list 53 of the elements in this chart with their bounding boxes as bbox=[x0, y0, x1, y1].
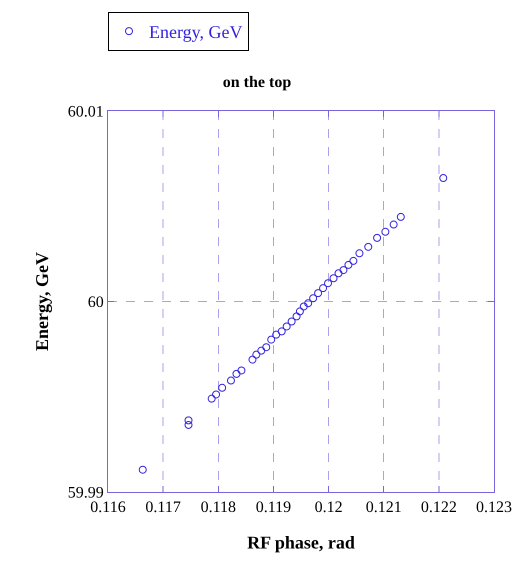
x-tick-label: 0.118 bbox=[200, 499, 236, 516]
point bbox=[257, 346, 266, 355]
point bbox=[304, 299, 312, 308]
point bbox=[232, 370, 240, 378]
x-tick-label: 0.121 bbox=[366, 499, 402, 516]
y-axis-title: Energy, GeV bbox=[32, 252, 52, 351]
point bbox=[278, 327, 286, 336]
point bbox=[349, 256, 358, 265]
point bbox=[288, 318, 296, 326]
point bbox=[334, 269, 342, 278]
x-tick-label: 0.12 bbox=[314, 499, 343, 516]
point bbox=[324, 279, 332, 288]
y-tick-label: 59.99 bbox=[68, 484, 104, 502]
point bbox=[296, 307, 304, 316]
point bbox=[292, 312, 301, 320]
point bbox=[282, 322, 291, 330]
chart-title: on the top bbox=[222, 74, 292, 92]
point bbox=[208, 394, 216, 403]
point bbox=[218, 384, 226, 392]
point bbox=[248, 356, 256, 364]
x-tick-label: 0.119 bbox=[256, 499, 292, 516]
point bbox=[373, 234, 382, 242]
point bbox=[252, 350, 260, 359]
x-tick-label: 0.116 bbox=[90, 499, 126, 516]
point bbox=[300, 302, 308, 310]
point bbox=[439, 174, 448, 182]
point bbox=[272, 330, 280, 339]
point bbox=[309, 294, 318, 302]
point bbox=[339, 266, 348, 274]
y-tick-label: 60 bbox=[88, 294, 104, 312]
point bbox=[262, 343, 270, 352]
point bbox=[364, 242, 372, 251]
point bbox=[344, 260, 352, 269]
point bbox=[319, 284, 328, 292]
x-tick-label: 0.122 bbox=[420, 499, 457, 516]
x-tick-label: 0.123 bbox=[476, 499, 512, 516]
point bbox=[184, 420, 193, 429]
point bbox=[237, 366, 246, 374]
x-tick-label: 0.117 bbox=[145, 499, 181, 516]
point bbox=[314, 289, 322, 298]
point bbox=[355, 249, 364, 258]
y-tick-label: 60.01 bbox=[68, 104, 104, 121]
point bbox=[212, 390, 220, 398]
point bbox=[138, 466, 147, 474]
point bbox=[267, 336, 276, 344]
legend-label: Energy, GeV bbox=[149, 22, 242, 42]
point bbox=[330, 274, 338, 282]
x-axis-title: RF phase, rad bbox=[247, 532, 355, 552]
point bbox=[396, 212, 405, 221]
point bbox=[381, 228, 390, 236]
point bbox=[226, 376, 235, 385]
point bbox=[390, 220, 398, 229]
point bbox=[184, 416, 193, 424]
